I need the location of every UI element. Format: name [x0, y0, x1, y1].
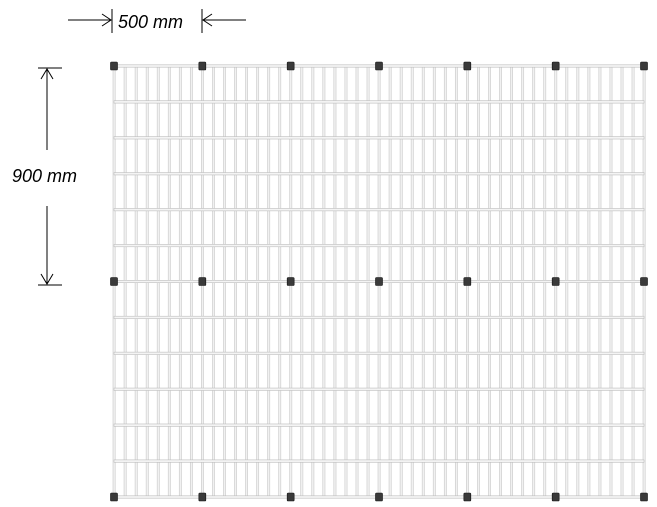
horizontal-wire: [113, 387, 645, 391]
support-post: [375, 61, 383, 71]
horizontal-dimension: 500 mm: [68, 9, 246, 33]
support-post: [198, 61, 207, 71]
horizontal-wire: [113, 459, 645, 463]
support-posts: [110, 61, 648, 502]
support-post: [375, 492, 383, 502]
horizontal-wire: [113, 172, 645, 176]
support-post: [463, 277, 472, 286]
support-post: [110, 492, 118, 502]
support-post: [198, 492, 207, 502]
support-post: [640, 61, 648, 71]
support-post: [463, 61, 472, 71]
support-post: [551, 492, 560, 502]
vertical-dimension-label: 900 mm: [12, 166, 77, 186]
horizontal-wire: [113, 315, 645, 319]
support-post: [286, 61, 295, 71]
support-post: [551, 277, 560, 286]
support-post: [375, 277, 383, 286]
support-post: [110, 61, 118, 71]
support-post: [286, 492, 295, 502]
support-post: [198, 277, 207, 286]
support-post: [286, 277, 295, 286]
horizontal-wire: [113, 136, 645, 140]
support-post: [551, 61, 560, 71]
horizontal-wire: [113, 208, 645, 212]
wire-mesh: [110, 61, 648, 502]
horizontal-dimension-label: 500 mm: [118, 12, 183, 32]
support-post: [463, 492, 472, 502]
horizontal-wire: [113, 244, 645, 248]
horizontal-wire: [113, 423, 645, 427]
horizontal-wire: [113, 100, 645, 104]
support-post: [110, 277, 118, 286]
support-post: [640, 277, 648, 286]
support-post: [640, 492, 648, 502]
vertical-dimension: 900 mm: [12, 67, 77, 286]
horizontal-wire: [113, 351, 645, 355]
